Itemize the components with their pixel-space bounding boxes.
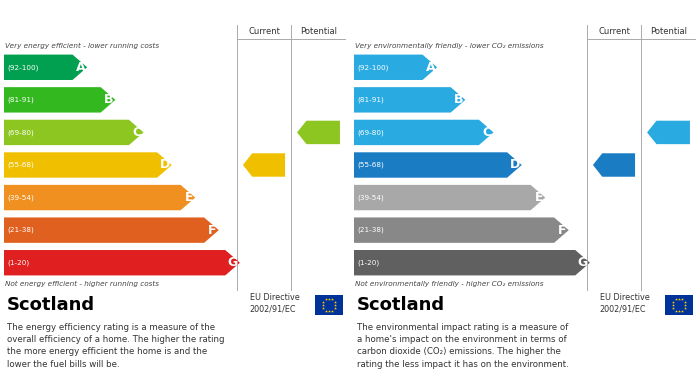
- Text: D: D: [160, 158, 170, 172]
- Polygon shape: [593, 153, 635, 177]
- Polygon shape: [4, 152, 171, 178]
- Text: (55-68): (55-68): [357, 162, 384, 168]
- Polygon shape: [647, 121, 690, 144]
- Text: (21-38): (21-38): [357, 227, 384, 233]
- Text: (81-91): (81-91): [7, 97, 34, 103]
- Text: (92-100): (92-100): [7, 64, 38, 70]
- Text: EU Directive
2002/91/EC: EU Directive 2002/91/EC: [600, 293, 650, 313]
- Polygon shape: [243, 153, 285, 177]
- Text: A: A: [76, 61, 85, 74]
- Polygon shape: [354, 55, 438, 80]
- Polygon shape: [354, 250, 590, 275]
- Text: Current: Current: [248, 27, 280, 36]
- Polygon shape: [354, 185, 545, 210]
- Text: B: B: [104, 93, 113, 106]
- Text: Not energy efficient - higher running costs: Not energy efficient - higher running co…: [5, 281, 159, 287]
- Text: The energy efficiency rating is a measure of the
overall efficiency of a home. T: The energy efficiency rating is a measur…: [7, 323, 225, 369]
- Text: D: D: [510, 158, 520, 172]
- Text: (55-68): (55-68): [7, 162, 34, 168]
- Text: Environmental Impact (CO₂) Rating: Environmental Impact (CO₂) Rating: [357, 7, 589, 20]
- Text: 67: 67: [259, 160, 274, 170]
- Text: G: G: [228, 256, 238, 269]
- Polygon shape: [354, 152, 522, 178]
- Text: (21-38): (21-38): [7, 227, 34, 233]
- Polygon shape: [297, 121, 340, 144]
- Text: 68: 68: [609, 160, 624, 170]
- Text: (81-91): (81-91): [357, 97, 384, 103]
- Polygon shape: [4, 55, 88, 80]
- Polygon shape: [4, 217, 219, 243]
- Text: (1-20): (1-20): [357, 260, 379, 266]
- Polygon shape: [4, 250, 240, 275]
- Polygon shape: [354, 217, 569, 243]
- Text: (92-100): (92-100): [357, 64, 388, 70]
- Text: C: C: [482, 126, 491, 139]
- Text: (69-80): (69-80): [357, 129, 384, 136]
- Text: EU Directive
2002/91/EC: EU Directive 2002/91/EC: [250, 293, 300, 313]
- Text: The environmental impact rating is a measure of
a home's impact on the environme: The environmental impact rating is a mea…: [357, 323, 569, 369]
- Text: Scotland: Scotland: [357, 296, 445, 314]
- Text: F: F: [559, 224, 567, 237]
- Text: 74: 74: [314, 127, 329, 137]
- Text: A: A: [426, 61, 435, 74]
- Text: (1-20): (1-20): [7, 260, 29, 266]
- Text: E: E: [185, 191, 193, 204]
- Polygon shape: [4, 87, 116, 113]
- Text: F: F: [209, 224, 217, 237]
- FancyBboxPatch shape: [665, 295, 693, 315]
- Polygon shape: [354, 87, 466, 113]
- Text: Potential: Potential: [300, 27, 337, 36]
- Polygon shape: [354, 120, 493, 145]
- FancyBboxPatch shape: [315, 295, 343, 315]
- Text: Very energy efficient - lower running costs: Very energy efficient - lower running co…: [5, 43, 159, 49]
- Text: (39-54): (39-54): [7, 194, 34, 201]
- Text: (69-80): (69-80): [7, 129, 34, 136]
- Text: G: G: [578, 256, 588, 269]
- Text: Not environmentally friendly - higher CO₂ emissions: Not environmentally friendly - higher CO…: [355, 281, 543, 287]
- Polygon shape: [4, 120, 143, 145]
- Text: B: B: [454, 93, 463, 106]
- Text: Current: Current: [598, 27, 630, 36]
- Text: Potential: Potential: [650, 27, 687, 36]
- Text: 76: 76: [664, 127, 679, 137]
- Polygon shape: [4, 185, 195, 210]
- Text: Very environmentally friendly - lower CO₂ emissions: Very environmentally friendly - lower CO…: [355, 43, 544, 49]
- Text: C: C: [132, 126, 141, 139]
- Text: E: E: [535, 191, 543, 204]
- Text: (39-54): (39-54): [357, 194, 384, 201]
- Text: Scotland: Scotland: [7, 296, 95, 314]
- Text: Energy Efficiency Rating: Energy Efficiency Rating: [7, 7, 169, 20]
